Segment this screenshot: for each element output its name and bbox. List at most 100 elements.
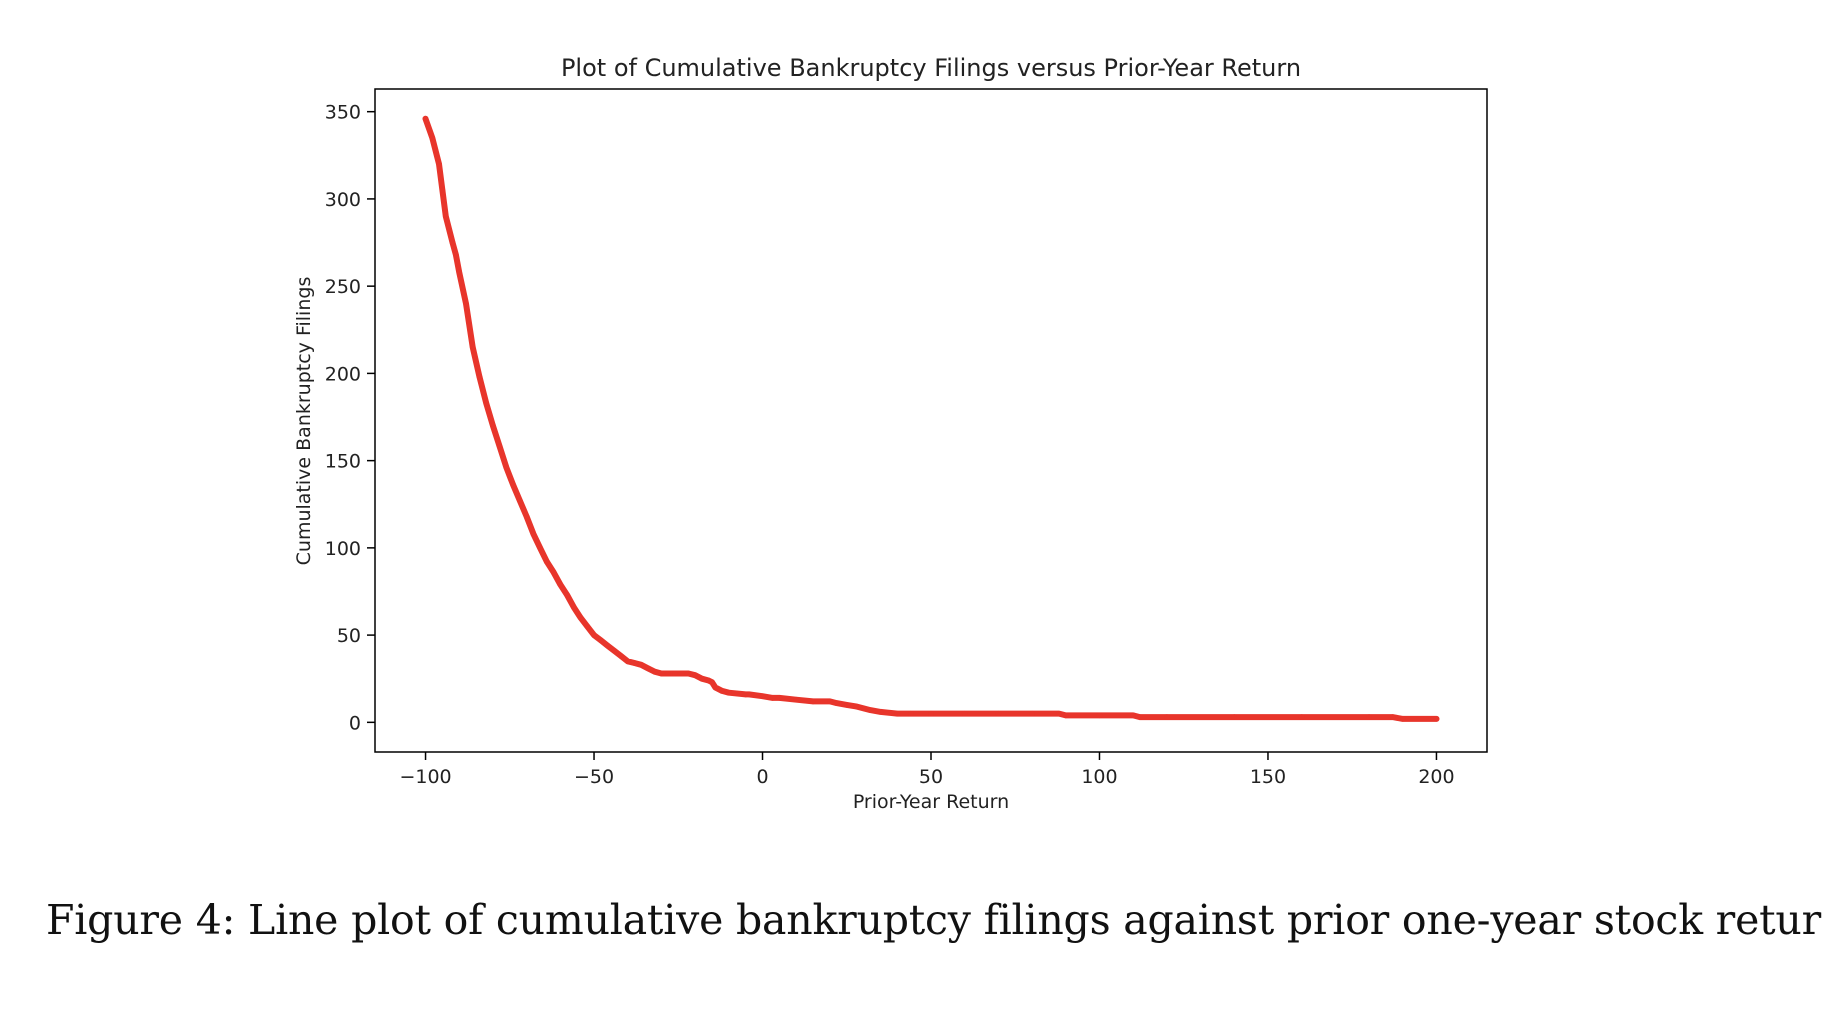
x-tick-label: 50 [919,766,943,788]
data-point [658,670,665,677]
y-tick-label: 350 [325,102,361,124]
y-tick-label: 50 [337,625,361,647]
data-point [860,705,867,712]
data-point [776,695,783,701]
y-tick-label: 150 [325,451,361,473]
data-point [719,688,725,694]
data-point [571,604,577,610]
data-point [1298,714,1305,720]
data-point [995,710,1002,717]
data-point [453,251,459,258]
data-point [867,707,874,713]
data-point [449,239,456,246]
data-point [692,672,698,679]
y-tick-label: 100 [325,538,361,560]
data-point [726,689,732,696]
data-point [611,648,618,654]
data-point [517,497,523,504]
data-point [1056,710,1062,717]
data-point [442,213,449,220]
data-point [746,691,752,698]
series-points [422,115,1440,722]
data-point [769,695,776,701]
y-tick-label: 250 [325,276,361,298]
data-point [584,623,591,630]
x-axis-ticks: −100 −50 0 50 100 150 200 [399,752,1455,788]
figure-caption: Figure 4: Line plot of cumulative bankru… [46,896,1822,944]
y-axis-label: Cumulative Bankruptcy Filings [293,277,315,566]
data-point [712,684,719,691]
plot-area-frame [374,88,1488,753]
data-point [577,614,584,621]
x-axis-label: Prior-Year Return [853,791,1009,813]
data-point [843,702,850,708]
chart-title: Plot of Cumulative Bankruptcy Filings ve… [561,54,1301,82]
y-tick-label: 200 [325,363,361,385]
data-point [1137,714,1143,720]
data-point [854,703,860,710]
data-point [810,698,816,705]
x-tick-label: 150 [1250,766,1286,788]
x-tick-label: 200 [1418,766,1454,788]
data-point [665,670,671,677]
data-point [436,161,442,167]
data-point [476,374,483,380]
data-point [1433,716,1440,722]
data-point [604,642,611,649]
data-point [699,675,705,682]
data-point [429,135,436,141]
data-point [759,693,766,699]
data-point [651,668,658,675]
data-point [1366,714,1372,720]
data-point [537,545,543,551]
data-point [422,115,429,122]
data-point [523,513,530,520]
data-point [618,653,624,659]
data-point [550,569,557,576]
data-point [564,592,570,598]
data-point [591,632,597,638]
data-point [1399,716,1406,722]
data-point [597,637,604,644]
data-point [439,187,446,193]
y-tick-label: 300 [325,189,361,211]
data-point [833,700,840,706]
data-point [793,696,800,703]
data-point [672,670,678,677]
data-point [530,531,537,537]
data-point [961,710,968,717]
data-point [624,658,631,665]
y-axis-ticks: 0 50 100 150 200 250 300 350 [325,102,375,734]
data-point [557,581,564,588]
data-point [510,482,516,488]
data-point [1130,712,1136,719]
data-point [877,709,884,715]
x-tick-label: 0 [756,766,768,788]
data-point [469,344,476,351]
data-point [907,710,914,717]
data-point [1164,714,1170,720]
data-point [503,464,510,471]
data-point [1096,712,1103,719]
data-point [463,300,469,307]
data-point [709,679,715,686]
data-point [496,443,503,450]
data-point [638,661,645,668]
data-point [928,710,934,717]
data-point [490,422,496,429]
data-point [456,269,463,275]
data-point [1231,714,1238,720]
y-tick-label: 0 [349,712,361,734]
data-point [894,710,901,717]
x-tick-label: −50 [574,766,614,788]
data-point [645,665,651,672]
data-point [1062,712,1069,719]
data-point [544,559,550,565]
data-point [483,400,490,406]
data-point [1029,710,1035,717]
data-point [685,670,692,677]
data-point [827,698,833,705]
data-point [631,660,638,666]
data-point [1389,714,1396,720]
